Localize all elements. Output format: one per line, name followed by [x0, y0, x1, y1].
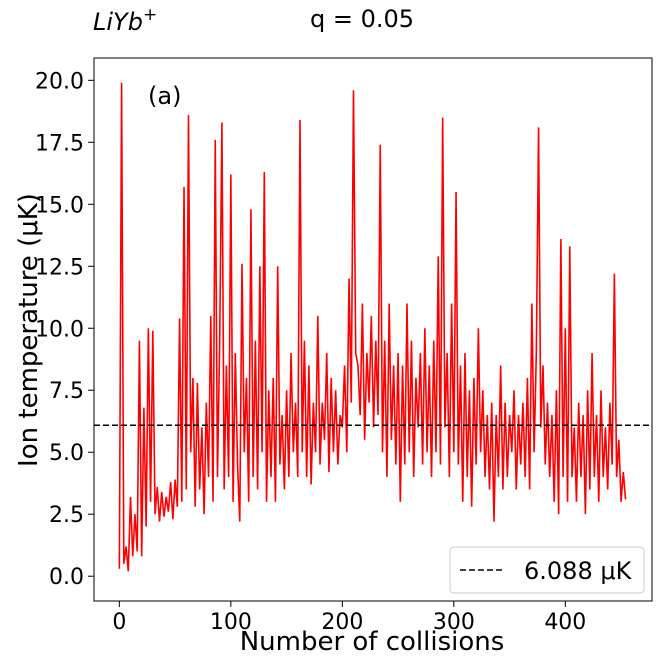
y-tick-label: 17.5 [35, 131, 84, 156]
y-tick-label: 7.5 [49, 379, 84, 404]
chart-subtitle: q = 0.05 [310, 5, 414, 33]
y-tick-label: 20.0 [35, 69, 84, 94]
x-tick-label: 300 [433, 610, 475, 635]
x-tick-label: 200 [321, 610, 363, 635]
y-tick-label: 5.0 [49, 441, 84, 466]
y-tick-label: 2.5 [49, 503, 84, 528]
legend-box [449, 546, 645, 594]
x-tick-label: 100 [210, 610, 252, 635]
panel-annotation: (a) [148, 82, 181, 110]
y-tick-label: 15.0 [35, 193, 84, 218]
plot-frame [93, 57, 653, 602]
x-tick-label: 400 [544, 610, 586, 635]
y-tick-label: 10.0 [35, 317, 84, 342]
x-tick-label: 0 [112, 610, 126, 635]
y-tick-label: 12.5 [35, 255, 84, 280]
chart-title: LiYb+ [93, 5, 157, 36]
x-axis-label: Number of collisions [240, 627, 505, 657]
title-base: LiYb [93, 8, 143, 36]
data-line [118, 82, 627, 572]
y-tick-label: 0.0 [49, 565, 84, 590]
legend-label: 6.088 μK [524, 557, 633, 585]
y-axis-label: Ion temperature (μK) [14, 193, 44, 467]
title-sup: + [143, 5, 157, 25]
